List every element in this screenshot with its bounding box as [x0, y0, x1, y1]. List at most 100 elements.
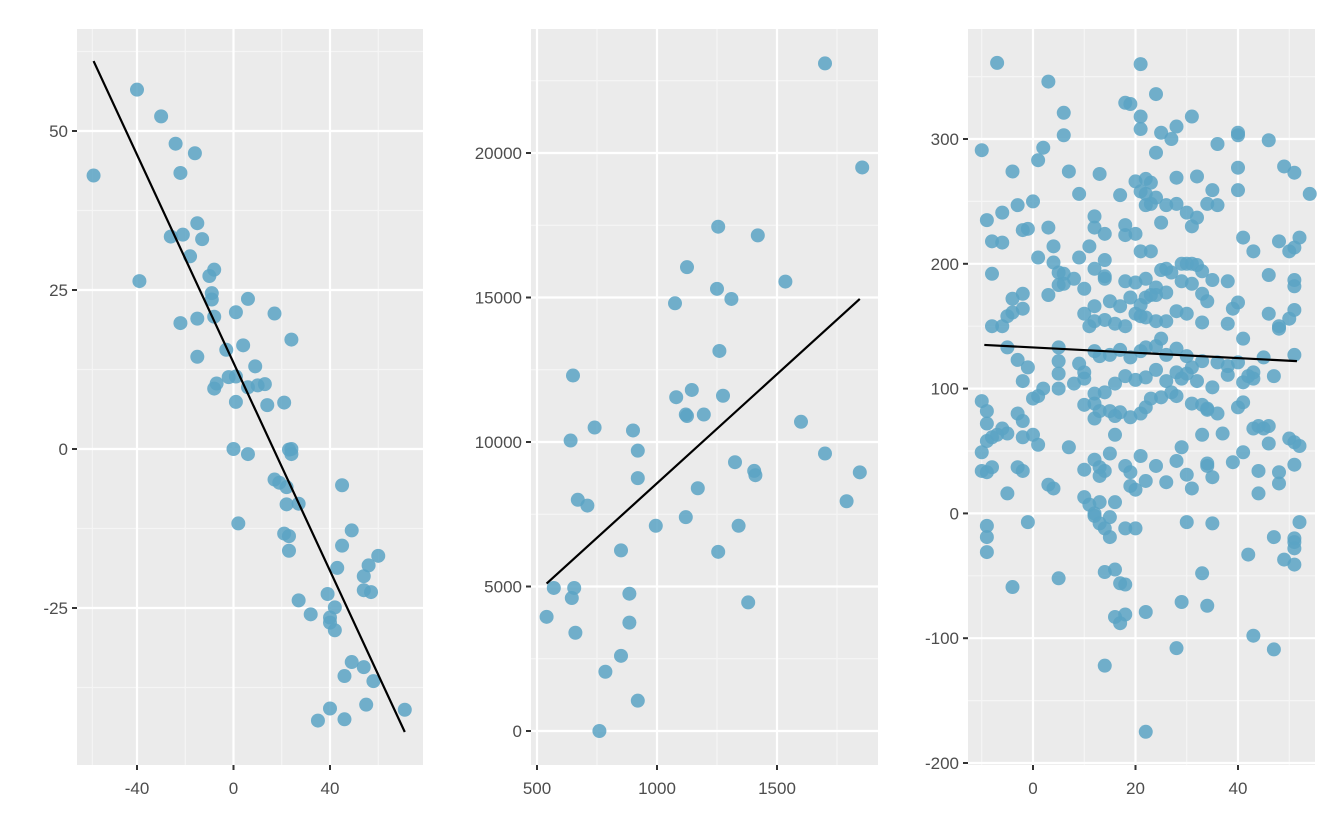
data-point: [1046, 239, 1061, 254]
data-point: [1169, 453, 1184, 468]
data-point: [240, 291, 255, 306]
data-point: [207, 381, 222, 396]
data-point: [1205, 273, 1220, 288]
data-point: [303, 607, 318, 622]
data-point: [1118, 218, 1133, 233]
data-point: [1072, 250, 1087, 265]
data-point: [335, 478, 350, 493]
data-point: [1174, 440, 1189, 455]
data-point: [818, 446, 832, 461]
data-point: [716, 388, 730, 403]
data-point: [598, 664, 613, 679]
data-point: [985, 319, 999, 334]
data-point: [1210, 406, 1225, 421]
data-point: [284, 332, 299, 347]
data-point: [335, 538, 350, 553]
y-tick-label: -25: [43, 599, 68, 618]
data-point: [1272, 234, 1286, 249]
data-point: [1287, 347, 1302, 362]
data-point: [1205, 380, 1220, 395]
data-point: [711, 219, 726, 234]
data-point: [1005, 580, 1020, 595]
data-point: [724, 291, 739, 306]
data-point: [1277, 159, 1292, 174]
data-point: [580, 498, 595, 513]
data-point: [669, 390, 684, 405]
data-point: [1220, 316, 1235, 331]
panel-3-scatter: 0 20 40 -200 -100 0 100 200 300: [925, 29, 1317, 798]
data-point: [728, 455, 742, 470]
data-point: [1195, 566, 1210, 581]
data-point: [1261, 133, 1276, 148]
y-tick-label: 300: [931, 130, 959, 149]
data-point: [1097, 271, 1112, 286]
panel-background: [968, 29, 1315, 765]
data-point: [711, 544, 726, 559]
data-point: [1272, 321, 1286, 336]
data-point: [1179, 515, 1194, 530]
data-point: [1092, 349, 1107, 364]
y-tick-label: -100: [925, 629, 959, 648]
data-point: [1010, 198, 1025, 213]
data-point: [1102, 446, 1117, 461]
data-point: [974, 143, 989, 158]
data-point: [1261, 419, 1276, 434]
data-point: [1051, 366, 1066, 381]
data-point: [979, 545, 994, 560]
data-point: [1108, 376, 1122, 391]
data-point: [1236, 395, 1251, 410]
data-point: [985, 266, 999, 281]
data-point: [1072, 186, 1087, 201]
data-point: [1092, 495, 1107, 510]
data-point: [818, 56, 832, 71]
data-point: [1272, 465, 1286, 480]
data-point: [696, 407, 711, 422]
data-point: [1041, 74, 1056, 89]
y-tick-label: 10000: [475, 433, 522, 452]
data-point: [1123, 97, 1138, 112]
data-point: [1149, 87, 1163, 102]
x-tick-label: 500: [523, 779, 551, 798]
data-point: [1123, 350, 1138, 365]
data-point: [839, 494, 854, 509]
data-point: [979, 518, 994, 533]
data-point: [1097, 463, 1112, 478]
data-point: [257, 377, 272, 392]
data-point: [1000, 340, 1015, 355]
data-point: [1231, 125, 1245, 140]
data-point: [1087, 220, 1102, 235]
data-point: [710, 281, 724, 296]
data-point: [1210, 198, 1225, 213]
data-point: [1231, 183, 1245, 198]
data-point: [1133, 57, 1148, 72]
data-point: [1154, 331, 1169, 346]
data-point: [1097, 226, 1112, 241]
data-point: [1287, 457, 1302, 472]
data-point: [1149, 145, 1163, 160]
data-point: [1036, 140, 1051, 155]
data-point: [592, 724, 607, 738]
data-point: [1251, 486, 1266, 501]
data-point: [1169, 341, 1184, 356]
data-points: [86, 82, 412, 728]
data-point: [323, 701, 337, 716]
data-point: [995, 319, 1010, 334]
data-point: [228, 305, 243, 320]
data-point: [539, 609, 554, 624]
data-point: [1236, 230, 1251, 245]
data-point: [778, 274, 793, 289]
data-point: [1077, 371, 1092, 386]
data-point: [1020, 360, 1035, 375]
data-point: [614, 543, 628, 558]
data-point: [678, 510, 693, 525]
data-points: [974, 55, 1317, 739]
data-point: [1159, 314, 1174, 329]
data-point: [226, 442, 241, 456]
data-point: [1159, 285, 1174, 300]
data-point: [1154, 215, 1169, 230]
data-point: [1179, 467, 1194, 482]
panel-1-scatter: -40 0 40 -25 0 25 50: [43, 29, 423, 798]
data-point: [284, 447, 299, 462]
data-point: [1246, 244, 1261, 259]
data-point: [1195, 427, 1210, 442]
